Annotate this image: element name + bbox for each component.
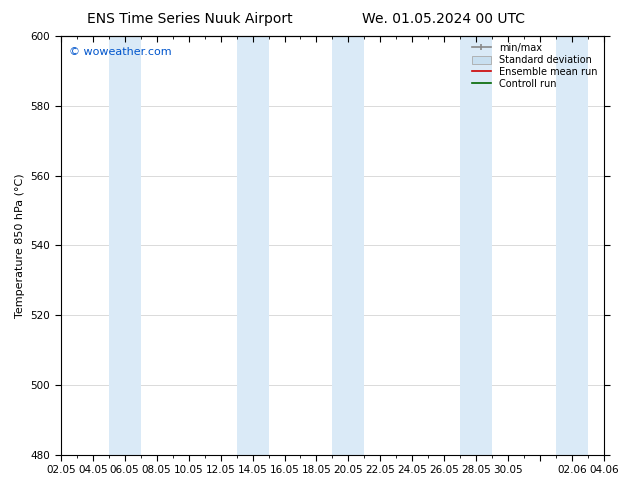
Bar <box>556 36 588 455</box>
Bar <box>108 36 141 455</box>
Bar <box>236 36 269 455</box>
Text: ENS Time Series Nuuk Airport: ENS Time Series Nuuk Airport <box>87 12 293 26</box>
Bar <box>460 36 492 455</box>
Bar <box>332 36 365 455</box>
Text: © woweather.com: © woweather.com <box>69 47 172 57</box>
Legend: min/max, Standard deviation, Ensemble mean run, Controll run: min/max, Standard deviation, Ensemble me… <box>470 41 599 91</box>
Y-axis label: Temperature 850 hPa (°C): Temperature 850 hPa (°C) <box>15 173 25 318</box>
Text: We. 01.05.2024 00 UTC: We. 01.05.2024 00 UTC <box>362 12 526 26</box>
